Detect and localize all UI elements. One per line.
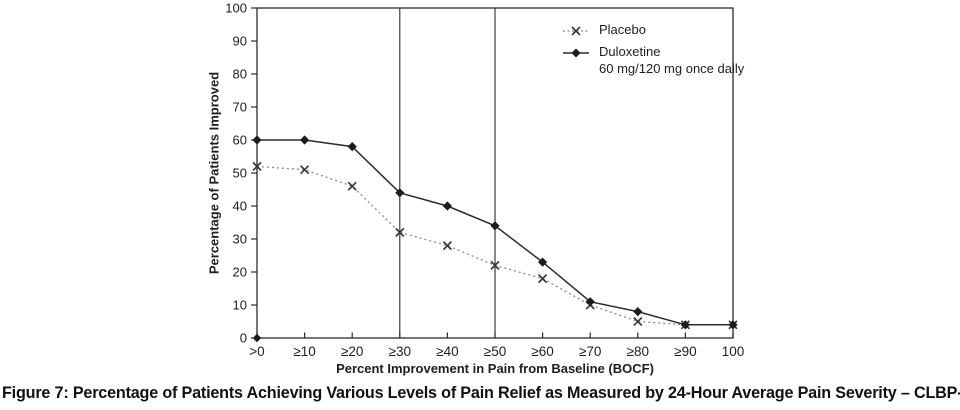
placebo-point-marker bbox=[299, 165, 310, 175]
line-chart-plot: 0 10 20 30 40 50 60 70 80 90 100 >0 ≥10 ≥20 ≥30 ≥40 ≥50 ≥… bbox=[225, 1, 745, 360]
legend-item-placebo: Placebo bbox=[562, 22, 744, 39]
legend-label-duloxetine-line1: Duloxetine bbox=[599, 43, 661, 59]
y-tick-label: 0 bbox=[240, 331, 247, 346]
placebo-point-marker bbox=[537, 273, 548, 284]
y-tick-label: 100 bbox=[225, 1, 247, 16]
legend-label-duloxetine-line2: 60 mg/120 mg once daily bbox=[599, 60, 745, 76]
origin-marker bbox=[252, 333, 262, 343]
y-tick-label: 60 bbox=[233, 133, 247, 148]
duloxetine-point-marker bbox=[633, 307, 643, 317]
figure-caption: Figure 7: Percentage of Patients Achievi… bbox=[2, 384, 960, 402]
placebo-point-marker bbox=[252, 161, 262, 172]
duloxetine-point-marker bbox=[300, 135, 310, 145]
duloxetine-point-marker bbox=[347, 142, 357, 152]
x-tick-label: ≥60 bbox=[531, 344, 553, 359]
duloxetine-line-sample-icon bbox=[563, 48, 589, 58]
legend-label-placebo: Placebo bbox=[599, 22, 646, 37]
y-axis-title: Percentage of Patients Improved bbox=[206, 71, 222, 275]
y-tick-label: 80 bbox=[233, 67, 247, 82]
placebo-point-marker bbox=[442, 240, 453, 251]
duloxetine-point-marker bbox=[442, 201, 452, 211]
legend-item-duloxetine: Duloxetine 60 mg/120 mg once daily bbox=[562, 44, 744, 78]
placebo-line-sample-icon bbox=[563, 26, 589, 36]
placebo-point-marker bbox=[633, 316, 643, 327]
duloxetine-point-marker bbox=[538, 257, 548, 267]
y-tick-label: 20 bbox=[233, 265, 247, 280]
duloxetine-point-marker bbox=[585, 297, 595, 307]
x-tick-label: ≥90 bbox=[674, 344, 696, 359]
x-tick-label: >0 bbox=[249, 344, 264, 359]
x-tick-label: ≥30 bbox=[389, 344, 411, 359]
y-tick-label: 10 bbox=[233, 298, 247, 313]
y-tick-label: 40 bbox=[233, 199, 247, 214]
x-tick-label: ≥50 bbox=[484, 344, 506, 359]
legend: Placebo Duloxetine 60 mg/120 mg once dai… bbox=[562, 22, 744, 83]
duloxetine-point-marker bbox=[680, 320, 690, 330]
x-tick-label: ≥20 bbox=[341, 344, 363, 359]
x-tick-label: ≥40 bbox=[436, 344, 458, 359]
placebo-point-marker bbox=[490, 260, 500, 271]
duloxetine-point-marker bbox=[728, 320, 738, 330]
x-tick-label: ≥70 bbox=[579, 344, 601, 359]
placebo-point-marker bbox=[347, 181, 357, 191]
x-tick-label: ≥10 bbox=[293, 344, 315, 359]
placebo-point-marker bbox=[395, 227, 405, 238]
y-tick-label: 70 bbox=[233, 100, 247, 115]
duloxetine-point-marker bbox=[490, 221, 500, 231]
duloxetine-point-marker bbox=[395, 188, 405, 198]
legend-label-duloxetine: Duloxetine 60 mg/120 mg once daily bbox=[599, 44, 744, 78]
x-axis-title: Percent Improvement in Pain from Baselin… bbox=[336, 361, 654, 376]
x-tick-label: 100 bbox=[722, 344, 745, 359]
y-tick-label: 90 bbox=[233, 34, 247, 49]
y-tick-label: 30 bbox=[233, 232, 247, 247]
duloxetine-point-marker bbox=[252, 135, 262, 145]
x-tick-label: ≥80 bbox=[627, 344, 649, 359]
y-tick-label: 50 bbox=[233, 166, 247, 181]
